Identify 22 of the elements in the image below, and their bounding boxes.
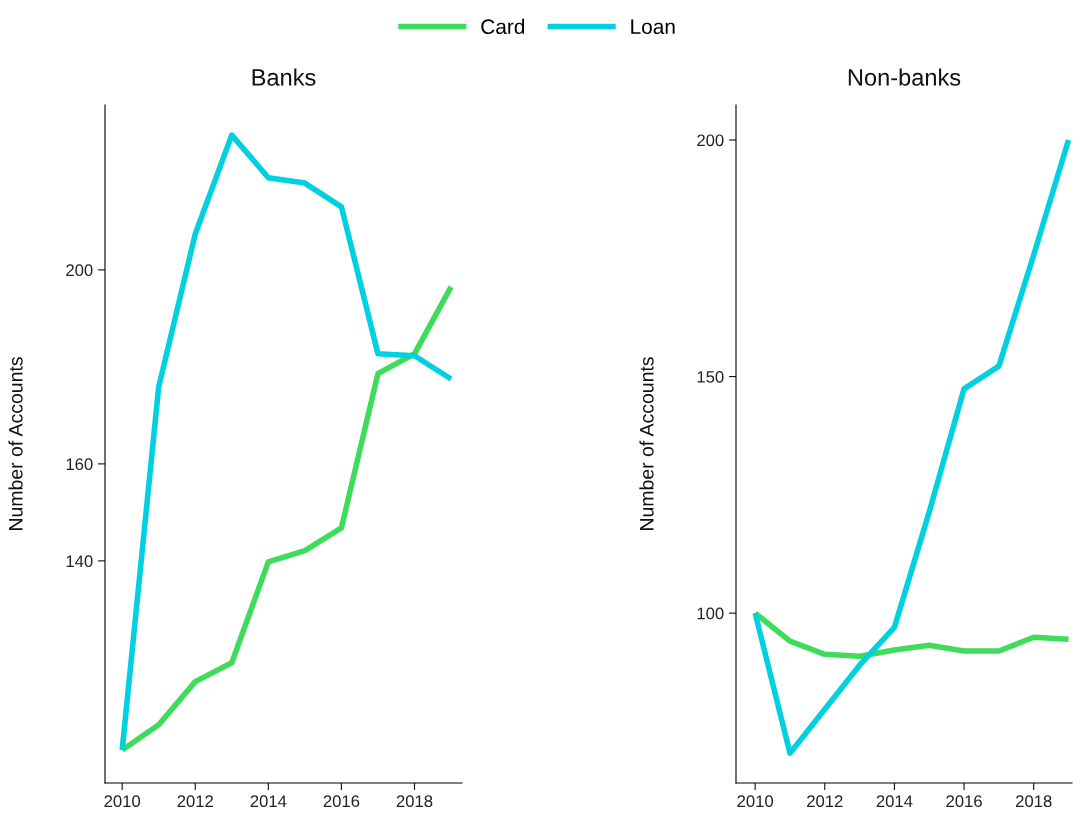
y-tick-label: 150	[697, 370, 724, 383]
y-tick-label: 200	[66, 264, 93, 277]
y-tick-label: 100	[697, 607, 724, 620]
x-tick-label: 2010	[737, 795, 774, 808]
x-tick-label: 2012	[177, 795, 213, 808]
legend-label: Loan	[631, 19, 675, 35]
y-tick-label: 200	[697, 134, 724, 147]
x-tick-label: 2016	[946, 795, 982, 808]
x-tick-label: 2014	[250, 795, 287, 808]
y-tick-label: 140	[66, 555, 93, 568]
legend-label: Card	[481, 18, 525, 35]
x-tick-label: 2018	[1016, 795, 1052, 808]
x-tick-label: 2010	[104, 795, 141, 808]
chart-title: Non-banks	[848, 68, 961, 86]
x-tick-label: 2014	[876, 795, 913, 808]
chart-title: Banks	[252, 68, 316, 86]
y-axis-title: Number of Accounts	[639, 357, 654, 530]
y-axis-title: Number of Accounts	[8, 357, 23, 530]
y-tick-label: 160	[66, 458, 93, 471]
x-tick-label: 2016	[323, 795, 360, 808]
x-tick-label: 2018	[396, 795, 433, 808]
x-tick-label: 2012	[807, 795, 843, 808]
